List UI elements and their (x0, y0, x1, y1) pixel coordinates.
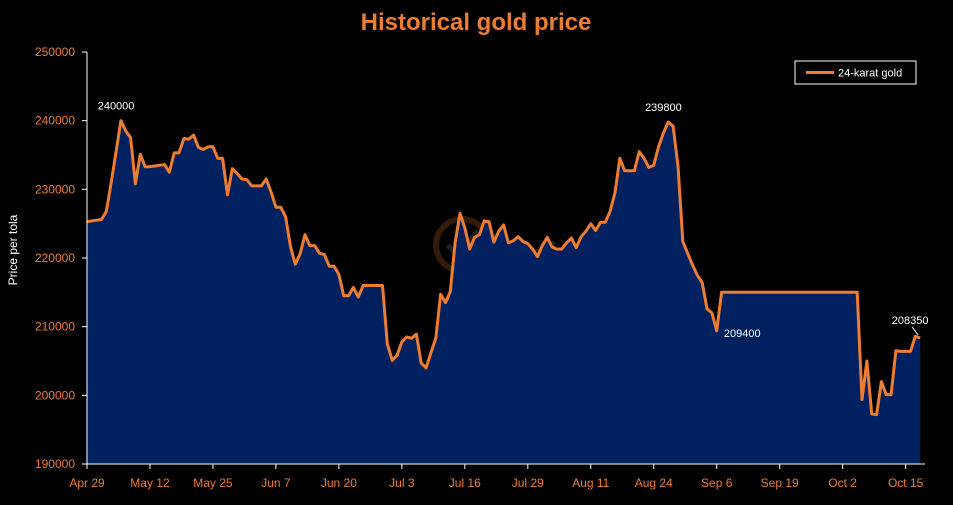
x-tick-label: Jul 29 (512, 476, 544, 490)
x-tick-label: Oct 2 (828, 476, 857, 490)
legend-box (794, 60, 917, 85)
x-tick-label: Jul 16 (449, 476, 481, 490)
data-label: 240000 (98, 101, 135, 113)
y-tick-label: 190000 (35, 457, 75, 471)
x-tick-label: Sep 19 (761, 476, 799, 490)
y-tick-label: 200000 (35, 388, 75, 402)
y-tick-label: 220000 (35, 251, 75, 265)
x-tick-label: Aug 24 (635, 476, 673, 490)
y-axis-label: Price per tola (6, 214, 20, 285)
legend-label: 24-karat gold (838, 68, 902, 80)
y-tick-label: 250000 (35, 45, 75, 59)
x-tick-label: Aug 11 (572, 476, 609, 490)
y-tick-label: 210000 (35, 320, 75, 334)
data-label: 208350 (892, 315, 929, 327)
legend: 24-karat gold (794, 60, 917, 85)
data-label: 209400 (724, 328, 761, 340)
y-tick-label: 240000 (35, 114, 75, 128)
x-tick-label: Apr 29 (69, 476, 105, 490)
data-label-leader (911, 326, 919, 336)
y-tick-label: 230000 (35, 182, 75, 196)
x-tick-label: Jun 7 (261, 476, 291, 490)
x-tick-label: Jul 3 (389, 476, 415, 490)
series-area (87, 120, 921, 464)
x-tick-label: Jun 20 (321, 476, 357, 490)
data-label: 239800 (645, 102, 682, 114)
x-tick-label: Oct 15 (888, 476, 924, 490)
x-tick-label: May 12 (130, 476, 170, 490)
x-tick-label: Sep 6 (701, 476, 733, 490)
x-tick-label: May 25 (193, 476, 233, 490)
series-line (86, 119, 921, 417)
chart-title: Historical gold price (361, 9, 592, 36)
